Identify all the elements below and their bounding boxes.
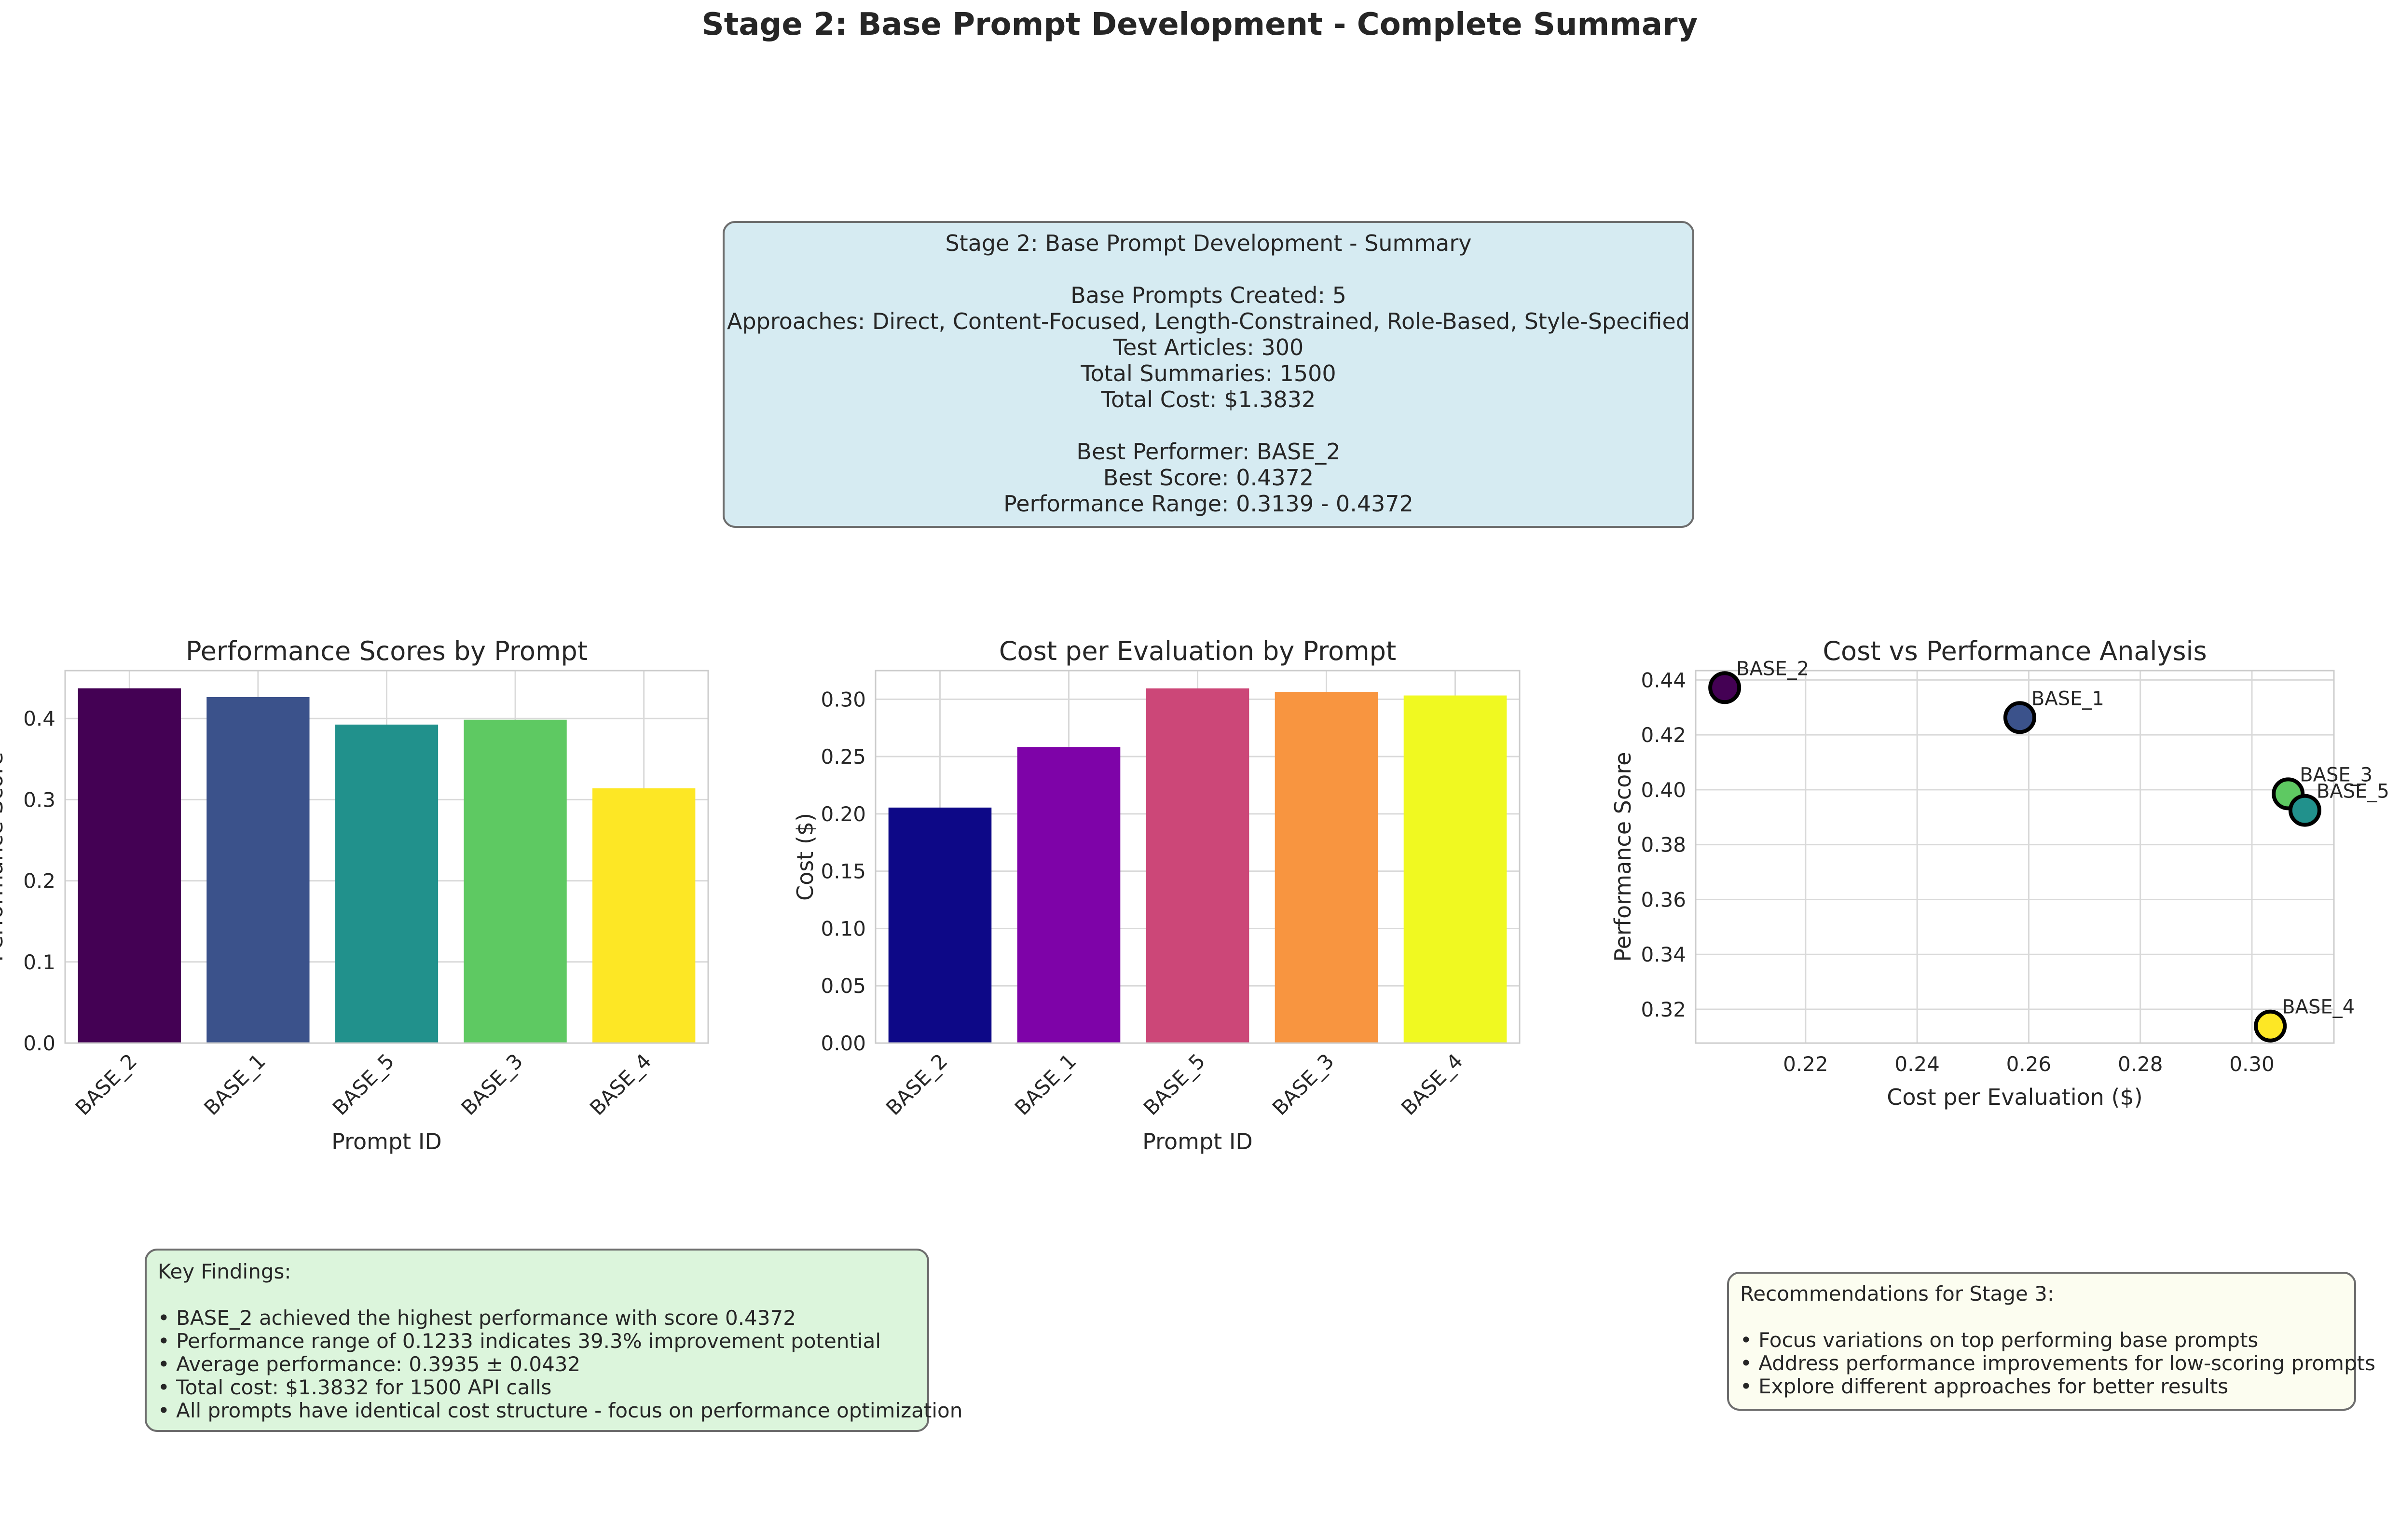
point-label: BASE_2 (1736, 658, 1809, 680)
x-tick-label: BASE_2 (881, 1049, 952, 1120)
summary-box-line: Best Performer: BASE_2 (1076, 439, 1340, 465)
recommendations-box-line: • Address performance improvements for l… (1740, 1351, 2375, 1375)
y-tick-label: 0.40 (1641, 778, 1686, 802)
y-tick-label: 0.25 (821, 745, 866, 769)
bar-base-5 (335, 724, 439, 1043)
performance-bar-chart: 0.0 0.1 0.2 0.3 0.4 BASE_2 BASE_1 BASE_5 BASE_3 B… (0, 636, 709, 1155)
figure-title: Stage 2: Base Prompt Development - Compl… (702, 7, 1698, 42)
x-tick-label: BASE_3 (1268, 1049, 1339, 1120)
x-tick-label: 0.26 (2006, 1052, 2052, 1076)
findings-box-line: • All prompts have identical cost struct… (158, 1399, 962, 1422)
cost-bar-chart: 0.00 0.05 0.10 0.15 0.20 0.25 0.30 BASE_2 BASE_1… (792, 636, 1521, 1155)
y-tick-label: 0.30 (821, 688, 866, 711)
y-tick-label: 0.38 (1641, 833, 1686, 857)
summary-box-line: Total Cost: $1.3832 (1101, 386, 1316, 412)
key-findings-box: Key Findings: • BASE_2 achieved the highe… (145, 1249, 962, 1432)
point-label: BASE_5 (2317, 781, 2389, 803)
chart-title: Cost per Evaluation by Prompt (999, 636, 1396, 666)
findings-box-line: • Total cost: $1.3832 for 1500 API calls (158, 1375, 551, 1399)
bar-base-1 (206, 697, 310, 1043)
point-base-5 (2288, 794, 2321, 827)
y-tick-label: 0.42 (1641, 723, 1686, 747)
y-axis-label: Performance Score (0, 752, 8, 962)
point-label: BASE_1 (2031, 688, 2104, 710)
x-tick-label: BASE_5 (1139, 1049, 1210, 1120)
cost-vs-performance-scatter: 0.22 0.24 0.26 0.28 0.30 0.32 0.34 0.36 0.38 0.40… (1610, 636, 2389, 1110)
bar-base-5 (1146, 688, 1249, 1043)
bar-base-3 (1275, 691, 1378, 1043)
recommendations-box-line: • Focus variations on top performing bas… (1740, 1328, 2258, 1352)
x-tick-label: 0.24 (1894, 1052, 1940, 1076)
x-tick-label: BASE_1 (199, 1049, 270, 1120)
y-tick-label: 0.44 (1641, 668, 1686, 692)
summary-box-line: Total Summaries: 1500 (1080, 360, 1336, 386)
summary-box-line: Performance Range: 0.3139 - 0.4372 (1003, 491, 1413, 517)
y-axis-label: Cost ($) (792, 813, 818, 901)
summary-box-line: Best Score: 0.4372 (1103, 465, 1314, 491)
bar-base-1 (1017, 747, 1121, 1043)
bar-base-4 (592, 788, 696, 1043)
findings-box-line: • BASE_2 achieved the highest performanc… (158, 1306, 796, 1330)
point-base-1 (2003, 701, 2036, 734)
y-axis-label: Performance Score (1610, 752, 1636, 962)
y-tick-label: 0.32 (1641, 998, 1686, 1021)
axes-frame (1695, 670, 2335, 1044)
recommendations-box: Recommendations for Stage 3: • Focus vari… (1727, 1272, 2375, 1411)
chart-title: Performance Scores by Prompt (186, 636, 588, 666)
x-axis-label: Prompt ID (1142, 1128, 1253, 1155)
summary-box-line: Base Prompts Created: 5 (1070, 282, 1346, 308)
bar-base-3 (464, 719, 567, 1043)
x-tick-label: BASE_4 (585, 1049, 656, 1120)
x-axis-label: Prompt ID (331, 1128, 442, 1155)
summary-box-background (723, 221, 1694, 528)
point-base-4 (2254, 1009, 2287, 1043)
y-tick-label: 0.3 (23, 788, 55, 811)
y-tick-label: 0.2 (23, 869, 55, 893)
x-tick-label: BASE_3 (456, 1049, 527, 1120)
y-tick-label: 0.4 (23, 707, 55, 730)
y-tick-label: 0.20 (821, 802, 866, 826)
x-tick-label: BASE_5 (328, 1049, 399, 1120)
findings-box-line: • Performance range of 0.1233 indicates … (158, 1329, 881, 1353)
x-tick-label: 0.30 (2229, 1052, 2275, 1076)
findings-box-line: • Average performance: 0.3935 ± 0.0432 (158, 1352, 580, 1376)
y-tick-label: 0.0 (23, 1031, 55, 1055)
findings-box-background (145, 1249, 929, 1432)
y-tick-label: 0.05 (821, 974, 866, 998)
x-tick-label: BASE_2 (71, 1049, 142, 1120)
y-tick-label: 0.00 (821, 1031, 866, 1055)
summary-box: Stage 2: Base Prompt Development - Summa… (723, 221, 1694, 528)
y-tick-label: 0.10 (821, 917, 866, 940)
findings-box-line: Key Findings: (158, 1260, 291, 1283)
x-tick-label: BASE_4 (1397, 1049, 1467, 1120)
x-axis-label: Cost per Evaluation ($) (1887, 1084, 2142, 1110)
bar-base-4 (1403, 695, 1507, 1043)
recommendations-box-line: Recommendations for Stage 3: (1740, 1282, 2054, 1306)
chart-title: Cost vs Performance Analysis (1823, 636, 2207, 666)
summary-box-line: Approaches: Direct, Content-Focused, Len… (727, 308, 1690, 334)
y-tick-label: 0.34 (1641, 943, 1686, 966)
recommendations-box-line: • Explore different approaches for bette… (1740, 1375, 2228, 1398)
x-tick-label: 0.28 (2118, 1052, 2163, 1076)
x-tick-label: 0.22 (1783, 1052, 1828, 1076)
point-label: BASE_3 (2300, 764, 2373, 786)
bar-base-2 (888, 807, 992, 1043)
axes-frame (875, 670, 1521, 1044)
y-tick-label: 0.36 (1641, 888, 1686, 911)
y-tick-label: 0.1 (23, 950, 55, 974)
x-tick-label: BASE_1 (1010, 1049, 1081, 1120)
point-base-2 (1708, 671, 1742, 704)
summary-box-line: Test Articles: 300 (1113, 334, 1304, 360)
axes-frame (64, 670, 709, 1044)
y-tick-label: 0.15 (821, 860, 866, 883)
point-label: BASE_4 (2282, 996, 2355, 1018)
bar-base-2 (78, 688, 181, 1043)
summary-box-line: Stage 2: Base Prompt Development - Summa… (945, 230, 1471, 256)
recommendations-box-background (1727, 1272, 2356, 1411)
